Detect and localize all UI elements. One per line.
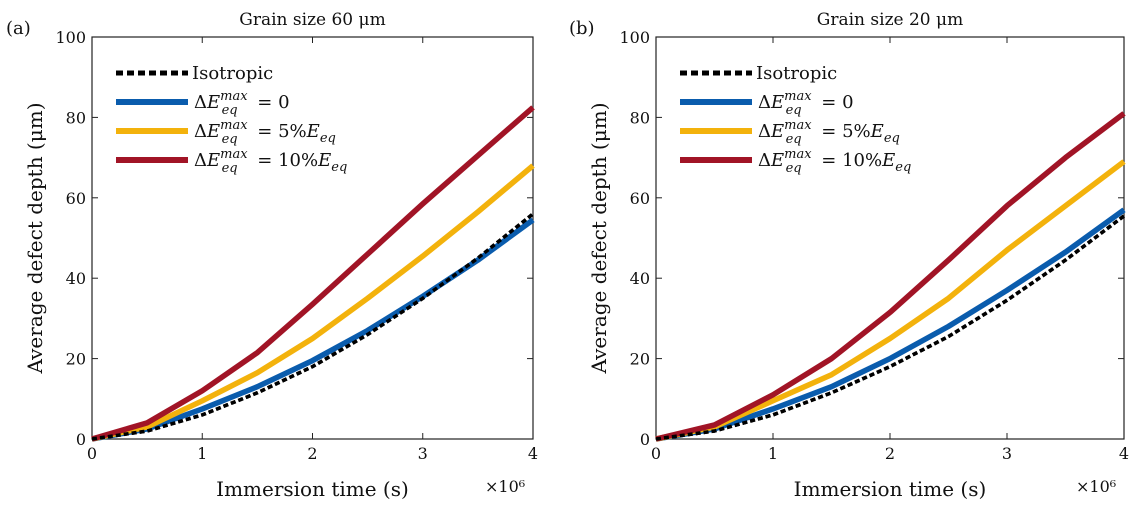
y-tick-label: 100 xyxy=(619,28,650,47)
x-tick-label: 2 xyxy=(885,444,895,463)
y-tick-label: 40 xyxy=(66,269,86,288)
x-tick-label: 2 xyxy=(307,444,317,463)
chart-title: Grain size 20 μm xyxy=(817,10,963,30)
x-tick-label: 1 xyxy=(197,444,207,463)
panel-b: 0 20 40 60 80 100 0 1 2 3 4 Grain size 20 μm (b) Imme… xyxy=(569,10,1129,501)
y-tick-label: 40 xyxy=(630,269,650,288)
x-axis-label: Immersion time (s) xyxy=(794,477,987,501)
y-tick-label: 20 xyxy=(66,350,86,369)
x-tick-label: 3 xyxy=(1002,444,1012,463)
legend-label: ΔEmax eq = 0 xyxy=(758,89,854,118)
series-line-delta-3 xyxy=(91,105,535,442)
panel-letter: (a) xyxy=(6,18,31,39)
series-line-isotropic xyxy=(91,212,535,441)
series-line-delta-2 xyxy=(91,163,535,442)
x-tick-label: 4 xyxy=(1119,444,1129,463)
x-tick-label: 1 xyxy=(768,444,778,463)
x-tick-label: 0 xyxy=(651,444,661,463)
plot-area-frame xyxy=(91,36,534,440)
y-tick-label: 0 xyxy=(640,430,650,449)
x-axis-label: Immersion time (s) xyxy=(216,477,409,501)
y-tick-label: 100 xyxy=(55,28,86,47)
y-tick-label: 80 xyxy=(66,108,86,127)
panel-a: 0 20 40 60 80 100 0 1 2 3 4 Grain size 60 μm (a) Imme… xyxy=(6,10,538,501)
legend-label: ΔEmax eq = 0 xyxy=(194,89,290,118)
x-tick-label: 0 xyxy=(87,444,97,463)
legend-label: ΔEmax eq = 5%Eeq xyxy=(194,118,336,147)
series-line-isotropic xyxy=(655,214,1126,441)
series-line-delta-2 xyxy=(655,159,1126,442)
y-tick-label: 60 xyxy=(66,189,86,208)
y-tick-label: 80 xyxy=(630,108,650,127)
x-axis-multiplier: ×10⁶ xyxy=(485,477,525,496)
series-line-isotropic-overlay xyxy=(655,214,1126,441)
y-axis-label: Average defect depth (μm) xyxy=(23,102,47,374)
legend-label: ΔEmax eq = 10%Eeq xyxy=(758,147,911,176)
y-tick-label: 20 xyxy=(630,350,650,369)
x-axis-multiplier: ×10⁶ xyxy=(1076,477,1116,496)
legend-label: Isotropic xyxy=(756,63,837,84)
y-tick-label: 0 xyxy=(76,430,86,449)
series-line-delta-1 xyxy=(91,217,535,442)
chart-title: Grain size 60 μm xyxy=(239,10,385,30)
legend-label: ΔEmax eq = 10%Eeq xyxy=(194,147,347,176)
panel-letter: (b) xyxy=(569,18,595,39)
series-line-isotropic-overlay xyxy=(91,212,535,441)
x-tick-label: 4 xyxy=(528,444,538,463)
y-axis-label: Average defect depth (μm) xyxy=(587,102,611,374)
series-line-delta-1 xyxy=(655,207,1126,442)
x-tick-label: 3 xyxy=(418,444,428,463)
plot-area-frame xyxy=(655,36,1125,440)
legend-label: Isotropic xyxy=(192,63,273,84)
y-tick-label: 60 xyxy=(630,189,650,208)
series-line-delta-3 xyxy=(655,111,1126,442)
legend-label: ΔEmax eq = 5%Eeq xyxy=(758,118,900,147)
